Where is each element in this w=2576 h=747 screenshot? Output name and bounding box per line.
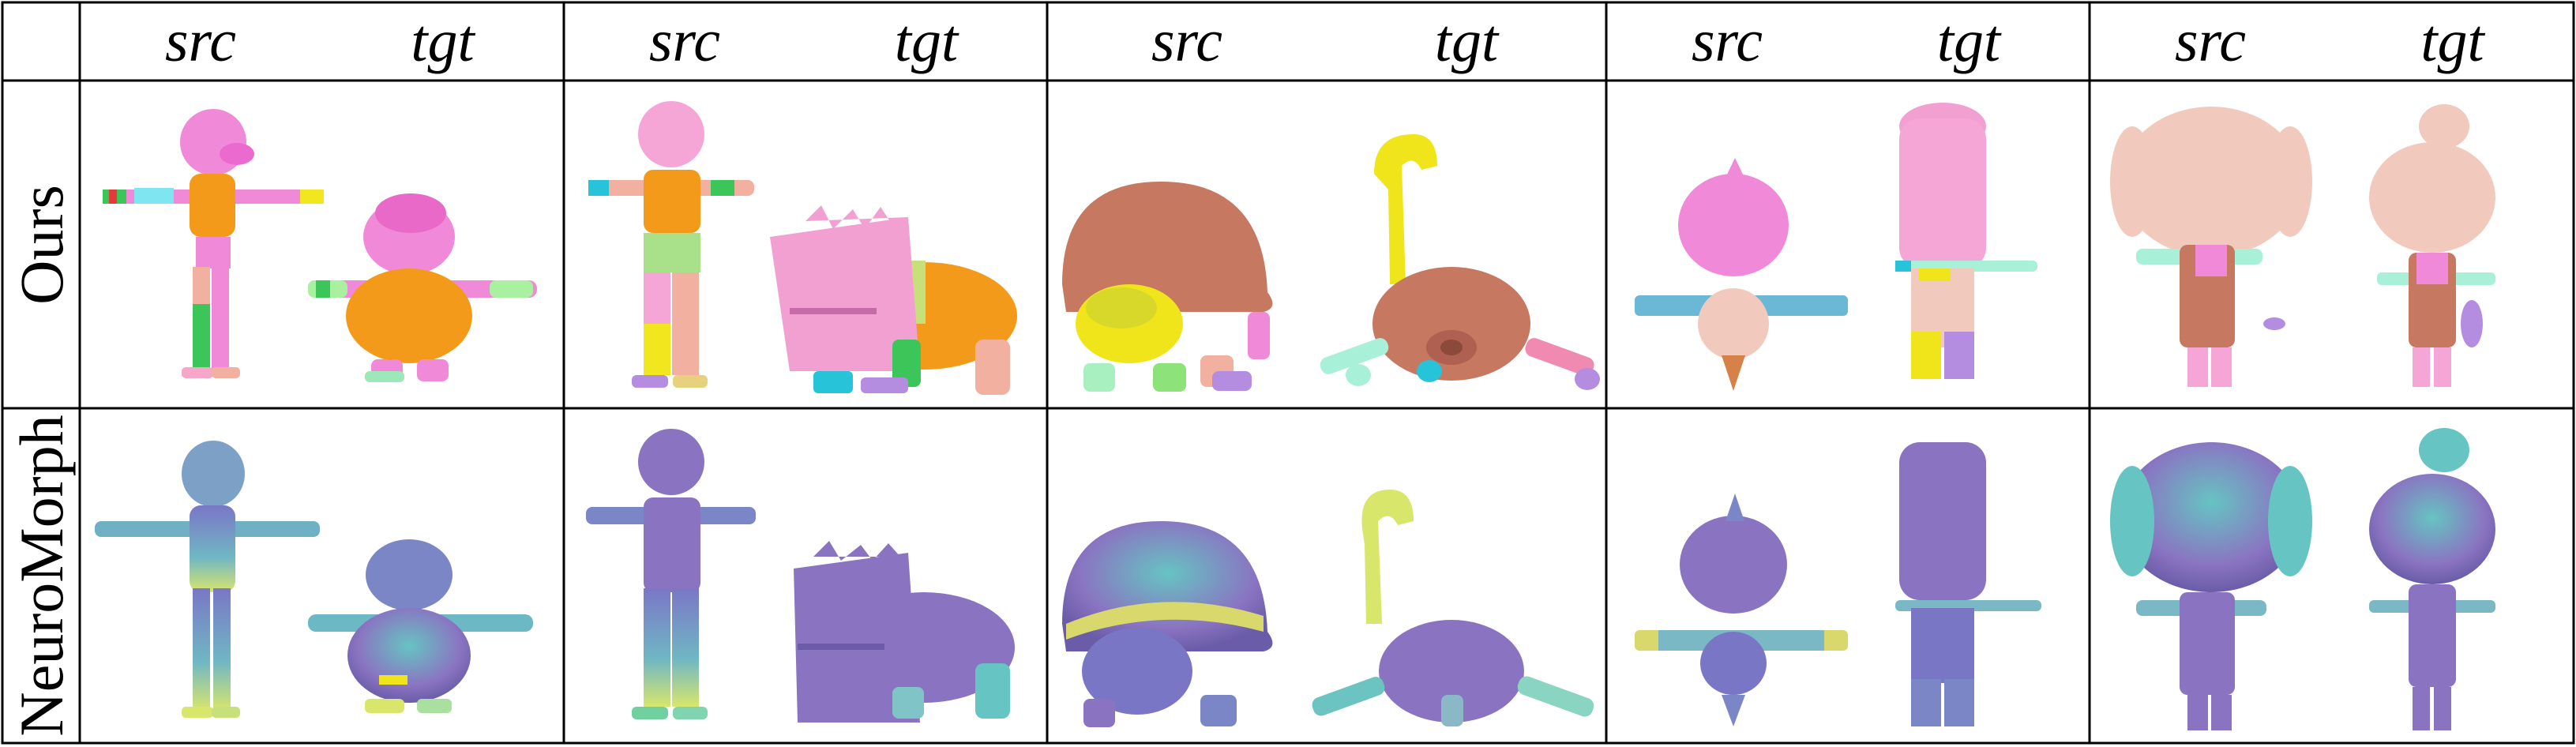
col4-src-header: src [1691,8,1763,74]
col3-src-header: src [1151,8,1223,74]
ours-col2-tgt-mesh [770,205,1017,395]
col3-tgt-header: tgt [1434,8,1499,74]
col2-src-header: src [648,8,721,74]
nm-col1-tgt-mesh [308,539,533,713]
col4-tgt-header: tgt [1936,8,2001,74]
nm-col5-src-mesh [2110,442,2312,730]
ours-col5-src-mesh [2110,107,2312,387]
ours-col2-src-mesh [588,101,754,388]
ours-col1-src-mesh [103,109,324,378]
nm-col3-src-mesh [1062,521,1273,727]
nm-col5-tgt-mesh [2369,428,2495,730]
nm-col2-src-mesh [586,429,756,719]
ours-col5-tgt-mesh [2369,104,2495,387]
nm-col3-tgt-mesh [1312,490,1594,726]
ours-col4-tgt-mesh [1895,103,2037,379]
col1-tgt-header: tgt [411,8,475,74]
col5-tgt-header: tgt [2420,8,2484,74]
ours-col4-src-mesh [1635,158,1848,391]
col5-src-header: src [2174,8,2247,74]
ours-col3-tgt-mesh [1320,134,1600,390]
nm-col4-tgt-mesh [1895,442,2041,726]
col1-src-header: src [164,8,237,74]
col2-tgt-header: tgt [894,8,959,74]
ours-col3-src-mesh [1062,182,1273,392]
nm-col2-tgt-mesh [794,541,1015,723]
nm-col4-src-mesh [1635,494,1848,726]
ours-col1-tgt-mesh [308,193,537,382]
nm-col1-src-mesh [95,441,320,718]
